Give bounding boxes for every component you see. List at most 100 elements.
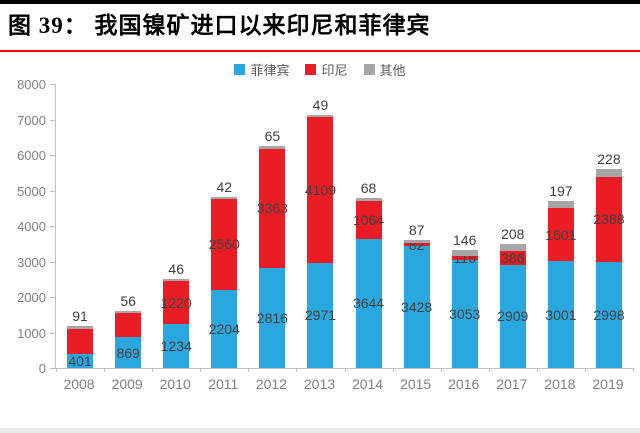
data-label: 2816 xyxy=(256,310,288,327)
x-axis-label: 2018 xyxy=(544,376,576,392)
data-label: 56 xyxy=(120,292,136,309)
data-label: 228 xyxy=(597,150,621,167)
x-axis-tick-mark xyxy=(56,368,57,372)
y-axis-tick-label: 4000 xyxy=(17,219,46,234)
chart-legend: 菲律宾 印尼 其他 xyxy=(0,60,640,79)
legend-swatch-icon xyxy=(363,64,375,75)
x-axis-label: 2009 xyxy=(111,376,143,392)
bar-segment-菲律宾 xyxy=(595,261,622,368)
legend-swatch-icon xyxy=(305,64,317,75)
data-label: 1234 xyxy=(160,338,192,355)
bar-segment-其他 xyxy=(307,114,334,117)
y-axis-tick-label: 3000 xyxy=(17,254,46,270)
y-axis-tick-mark xyxy=(50,261,55,263)
bar-segment-菲律宾 xyxy=(67,353,94,368)
y-axis-tick-mark xyxy=(50,368,55,369)
x-axis-tick-mark xyxy=(104,368,106,372)
y-axis-tick-label: 5000 xyxy=(17,183,46,199)
data-label: 401 xyxy=(68,352,92,369)
data-label: 2204 xyxy=(208,320,240,337)
data-label: 3644 xyxy=(352,295,385,312)
legend-item-0: 菲律宾 xyxy=(234,60,289,79)
data-label: 3001 xyxy=(545,306,577,323)
bar-segment-其他 xyxy=(355,198,382,201)
plot-wrap: 401 91 869 56 1234 1220 46 2204 2560 42 2816 3363 65… xyxy=(0,77,640,412)
x-axis-label: 2011 xyxy=(208,376,239,392)
data-label: 82 xyxy=(408,236,425,253)
data-label: 2560 xyxy=(208,236,240,253)
x-axis-tick-mark xyxy=(296,368,298,372)
bar-segment-其他 xyxy=(547,201,574,209)
data-label: 869 xyxy=(116,344,140,361)
x-axis-label: 2008 xyxy=(63,376,95,392)
x-axis-tick-mark xyxy=(200,368,202,372)
data-label: 68 xyxy=(360,180,377,197)
y-axis-tick-mark xyxy=(50,297,55,298)
bar-segment-印尼 xyxy=(211,198,238,290)
bar-segment-其他 xyxy=(595,168,622,177)
bar-segment-其他 xyxy=(67,325,94,329)
data-label: 49 xyxy=(312,96,329,113)
bar-segment-菲律宾 xyxy=(451,259,478,368)
bar-segment-印尼 xyxy=(115,312,142,338)
x-axis-label: 2016 xyxy=(448,376,480,392)
bar-segment-印尼 xyxy=(547,208,574,262)
data-label: 3363 xyxy=(256,200,288,217)
bar-segment-其他 xyxy=(211,197,238,199)
bar-segment-菲律宾 xyxy=(115,337,142,368)
y-axis-tick-mark xyxy=(50,155,55,156)
legend-item-2: 其他 xyxy=(363,60,406,79)
bar-segment-其他 xyxy=(259,146,286,149)
data-label: 1064 xyxy=(352,211,385,228)
x-axis-tick-mark xyxy=(488,368,490,372)
y-axis-tick-mark xyxy=(50,119,55,121)
y-axis-tick-label: 1000 xyxy=(17,325,46,341)
bar-segment-其他 xyxy=(115,310,142,313)
x-axis-label: 2019 xyxy=(592,376,624,392)
x-axis-label: 2013 xyxy=(303,376,336,392)
y-axis-tick-label: 6000 xyxy=(17,148,46,163)
y-axis-tick-mark xyxy=(50,332,55,334)
data-label: 3053 xyxy=(449,305,481,322)
data-label: 2388 xyxy=(593,211,625,228)
bar-segment-其他 xyxy=(451,250,478,256)
bar-segment-菲律宾 xyxy=(499,264,526,368)
data-label: 4109 xyxy=(304,181,337,198)
nickel-import-chart: 菲律宾 印尼 其他 401 91 869 56 1234 1220 46 2204 2560 42 28… xyxy=(0,52,640,412)
data-label: 386 xyxy=(501,249,525,266)
data-label: 2909 xyxy=(497,308,529,325)
bar-segment-菲律宾 xyxy=(211,289,238,368)
data-label: 65 xyxy=(264,128,281,145)
bar-segment-印尼 xyxy=(67,328,94,354)
bar-segment-菲律宾 xyxy=(547,261,574,368)
page-bottom-edge xyxy=(0,428,640,433)
y-axis-tick-mark xyxy=(50,190,55,192)
bar-segment-印尼 xyxy=(307,116,334,263)
x-axis-tick-mark xyxy=(344,368,346,372)
top-divider xyxy=(0,0,640,4)
x-axis-label: 2014 xyxy=(351,376,384,392)
data-label: 87 xyxy=(408,222,425,239)
y-axis-tick-mark xyxy=(50,84,55,85)
data-label: 197 xyxy=(549,183,573,200)
x-axis-tick-mark xyxy=(248,368,250,372)
bar-segment-菲律宾 xyxy=(259,268,286,368)
data-label: 2998 xyxy=(593,306,625,323)
bar-segment-印尼 xyxy=(403,243,430,247)
y-axis-tick-mark xyxy=(50,226,55,227)
data-label: 2971 xyxy=(304,307,337,324)
data-label: 91 xyxy=(72,307,88,324)
data-label: 42 xyxy=(216,179,233,196)
bar-segment-菲律宾 xyxy=(403,246,430,368)
x-axis-tick-mark xyxy=(392,368,394,372)
x-axis-tick-mark xyxy=(633,368,634,372)
data-label: 3428 xyxy=(401,299,433,316)
bar-segment-其他 xyxy=(163,279,190,281)
data-label: 146 xyxy=(453,232,477,249)
bar-segment-菲律宾 xyxy=(307,262,334,368)
figure-title: 图 39： 我国镍矿进口以来印尼和菲律宾 xyxy=(8,13,431,38)
x-axis-label: 2017 xyxy=(496,376,528,392)
bar-segment-菲律宾 xyxy=(163,324,190,368)
bar-segment-印尼 xyxy=(163,280,190,325)
y-axis-tick-label: 0 xyxy=(38,361,46,376)
